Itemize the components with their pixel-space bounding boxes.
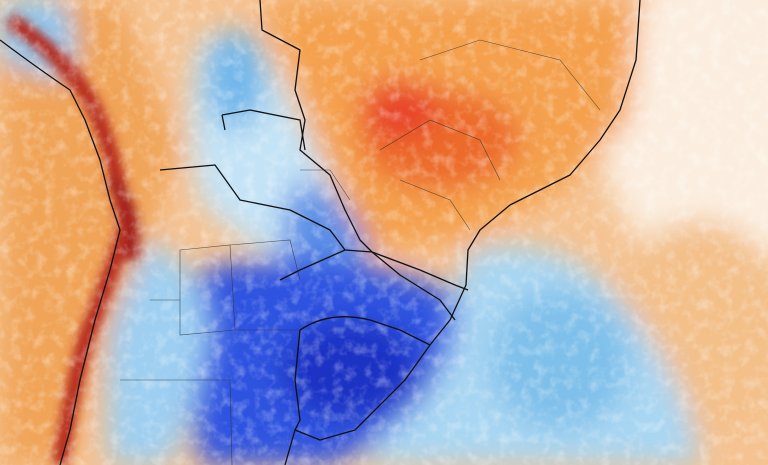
chile-border [0,39,121,465]
borders [0,0,641,465]
argentina-brazil-border [344,249,456,321]
uruguay-border [294,316,431,431]
coastline [284,0,641,465]
bolivia-paraguay-border [159,109,346,281]
brazil-border [259,0,469,291]
state-borders [120,39,601,465]
